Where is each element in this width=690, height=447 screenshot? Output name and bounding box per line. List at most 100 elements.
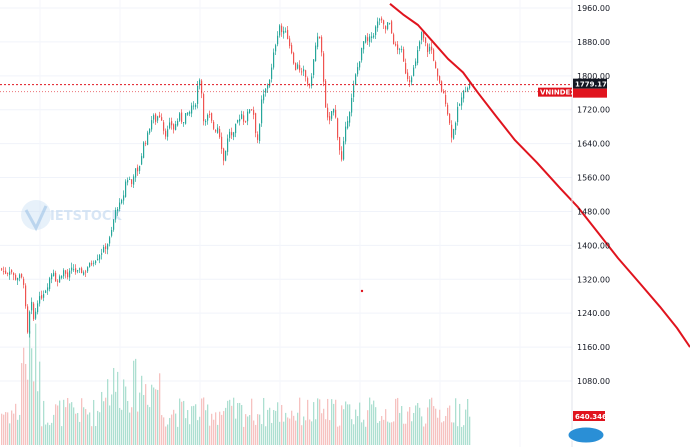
volume-bar (193, 405, 195, 445)
volume-bar (329, 420, 331, 445)
candle-body (371, 36, 373, 38)
candle-body (97, 258, 99, 261)
candle-body (339, 137, 341, 151)
badge-icon[interactable] (567, 426, 605, 444)
volume-bar (281, 404, 283, 445)
volume-bar (205, 410, 207, 445)
volume-bar (257, 414, 259, 445)
volume-bar (363, 419, 365, 445)
volume-bar (375, 407, 377, 445)
volume-bar (175, 413, 177, 445)
candle-body (129, 179, 131, 180)
volume-bar (53, 414, 55, 445)
candle-body (399, 49, 401, 50)
volume-bar (41, 426, 43, 445)
volume-bar (219, 411, 221, 445)
volume-bar (221, 414, 223, 445)
volume-bar (415, 405, 417, 445)
candle-body (183, 122, 185, 124)
candle-body (153, 115, 155, 120)
candle-body (139, 165, 141, 171)
candle-body (113, 219, 115, 230)
candle-body (73, 269, 75, 270)
candle-body (271, 67, 273, 79)
volume-bar (147, 404, 149, 445)
candle-body (297, 64, 299, 69)
corner-badge[interactable] (567, 426, 605, 444)
candle-body (393, 34, 395, 45)
candle-body (179, 113, 181, 121)
candle-body (25, 285, 27, 307)
candle-body (315, 45, 317, 62)
candle-body (323, 53, 325, 82)
volume-bar (421, 416, 423, 445)
volume-bar (295, 420, 297, 445)
y-tick-label: 1880.00 (577, 38, 610, 47)
volume-bar (361, 422, 363, 445)
volume-bar (357, 416, 359, 445)
candle-body (41, 295, 43, 299)
candle-body (259, 124, 261, 142)
volume-bar (77, 412, 79, 445)
volume-bar (467, 399, 469, 445)
candle-body (267, 85, 269, 89)
candle-body (249, 109, 251, 113)
volume-bar (65, 407, 67, 445)
candle-body (125, 181, 127, 197)
volume-bar (43, 400, 45, 445)
volume-bar (33, 381, 35, 445)
candle-body (409, 80, 411, 83)
volume-bar (203, 397, 205, 445)
volume-bar (373, 400, 375, 445)
volume-value: 640.346 (575, 413, 607, 421)
candle-body (209, 114, 211, 115)
volume-bar (31, 348, 33, 445)
candle-body (467, 87, 469, 92)
volume-bar (273, 410, 275, 445)
vietstock-logo-icon (21, 200, 51, 230)
candle-body (391, 21, 393, 34)
volume-bar (393, 421, 395, 445)
candle-body (181, 112, 183, 122)
candle-body (33, 303, 35, 320)
candle-body (203, 94, 205, 122)
volume-bar (109, 405, 111, 445)
candle-body (241, 114, 243, 119)
candle-body (261, 99, 263, 124)
candle-body (103, 246, 105, 253)
candle-body (5, 270, 7, 274)
candle-body (303, 69, 305, 72)
volume-bar (231, 405, 233, 445)
volume-bar (165, 426, 167, 445)
volume-bar (215, 412, 217, 445)
candle-body (193, 105, 195, 107)
volume-bar (47, 422, 49, 445)
volume-bar (447, 407, 449, 445)
y-tick-label: 1160.00 (577, 343, 610, 352)
candle-body (45, 290, 47, 293)
candle-body (95, 261, 97, 264)
candle-body (27, 306, 29, 333)
volume-bar (125, 386, 127, 445)
price-axis[interactable]: 1960.00 1880.00 1800.00 1720.00 1640.00 1560.… (577, 4, 610, 386)
candle-body (433, 49, 435, 61)
volume-bar (403, 423, 405, 445)
volume-bar (201, 398, 203, 445)
volume-bar (225, 407, 227, 445)
volume-bar (291, 410, 293, 445)
volume-bar (101, 391, 103, 445)
volume-bar (297, 412, 299, 445)
volume-bar (341, 405, 343, 445)
volume-bar (313, 402, 315, 445)
candle-body (19, 274, 21, 279)
volume-bar (127, 400, 129, 445)
volume-bar (365, 426, 367, 445)
candle-body (277, 35, 279, 45)
candle-body (119, 202, 121, 210)
volume-bar (269, 407, 271, 445)
volume-bar (143, 395, 145, 445)
volume-bar (301, 425, 303, 445)
volume-bar (93, 399, 95, 445)
volume-bar (303, 416, 305, 445)
